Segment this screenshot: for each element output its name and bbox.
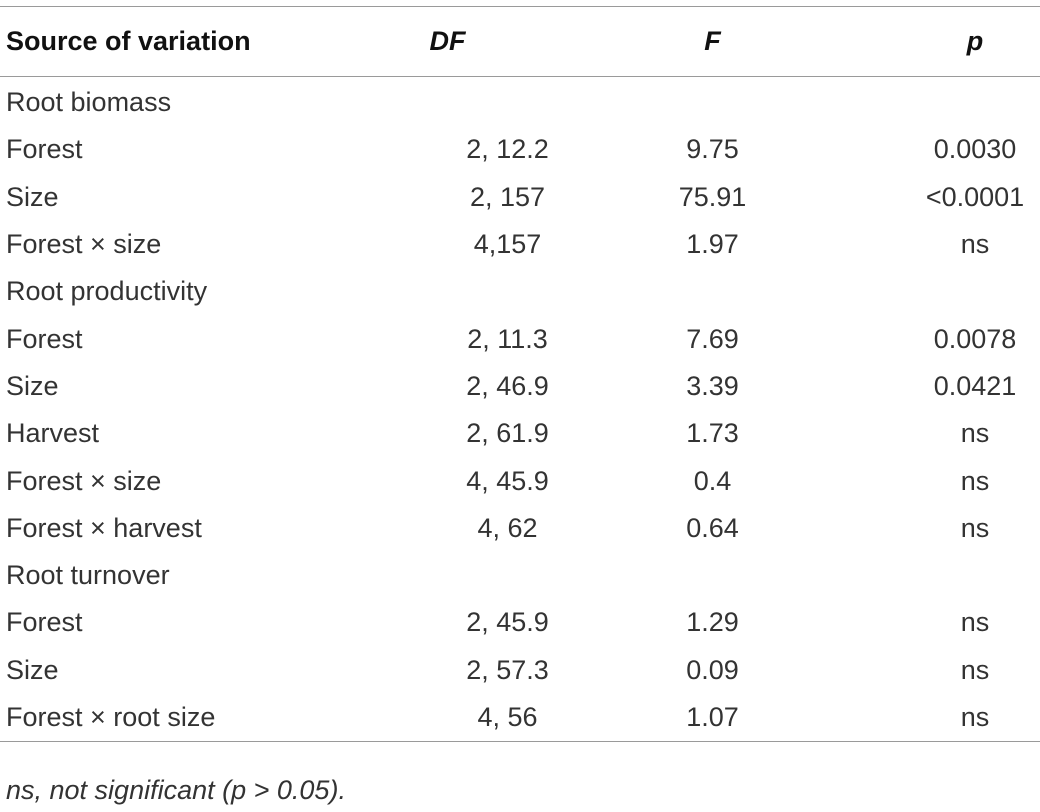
cell-f: 75.91 <box>678 181 747 212</box>
cell-f: 3.39 <box>686 370 739 401</box>
cell-p: ns <box>960 229 990 260</box>
table-footnote: ns, not significant (p > 0.05). <box>6 775 346 805</box>
cell-df: 2, 157 <box>469 181 546 212</box>
cell-df: 2, 57.3 <box>466 654 549 685</box>
cell-p: 0.0030 <box>933 134 1017 165</box>
cell-source: Size <box>6 370 59 401</box>
table-row: Forest 2, 12.2 9.75 0.0030 <box>0 126 1040 173</box>
cell-df: 2, 45.9 <box>466 607 549 638</box>
cell-p: ns <box>960 512 990 543</box>
cell-p: ns <box>960 465 990 496</box>
cell-source: Root productivity <box>6 276 208 307</box>
cell-source: Forest <box>6 323 83 354</box>
cell-p: ns <box>960 418 990 449</box>
cell-df: 2, 12.2 <box>466 134 549 165</box>
header-f: F <box>595 6 830 77</box>
table-row: Size 2, 57.3 0.09 ns <box>0 647 1040 694</box>
cell-source: Forest × harvest <box>6 512 202 543</box>
header-df: DF <box>300 6 595 77</box>
cell-f <box>595 77 830 127</box>
table-row: Forest × root size 4, 56 1.07 ns <box>0 693 1040 743</box>
table-row: Forest 2, 11.3 7.69 0.0078 <box>0 315 1040 362</box>
cell-p <box>830 77 1040 127</box>
cell-source: Forest × size <box>6 229 162 260</box>
cell-df: 2, 46.9 <box>466 370 549 401</box>
header-source-of-variation: Source of variation <box>0 6 300 77</box>
cell-f: 0.4 <box>693 465 732 496</box>
cell-source: Harvest <box>6 418 100 449</box>
cell-f <box>595 268 830 315</box>
table-row: Harvest 2, 61.9 1.73 ns <box>0 410 1040 457</box>
cell-df: 2, 11.3 <box>467 323 548 354</box>
cell-f: 0.09 <box>686 654 739 685</box>
table-row: Forest × size 4, 45.9 0.4 ns <box>0 457 1040 504</box>
table-row: Root biomass <box>0 77 1040 127</box>
table-row: Forest 2, 45.9 1.29 ns <box>0 599 1040 646</box>
table-row: Forest × size 4,157 1.97 ns <box>0 221 1040 268</box>
cell-df: 4, 45.9 <box>466 465 549 496</box>
cell-f: 0.64 <box>686 512 739 543</box>
cell-p <box>830 552 1040 599</box>
cell-f: 7.69 <box>686 323 739 354</box>
cell-p: ns <box>830 693 1040 743</box>
table-row: Root productivity <box>0 268 1040 315</box>
cell-source: Forest × size <box>6 465 162 496</box>
cell-f: 1.97 <box>686 229 739 260</box>
cell-df <box>300 77 595 127</box>
cell-source: Root biomass <box>6 87 172 118</box>
cell-source: Forest <box>6 607 83 638</box>
cell-source: Forest <box>6 134 83 165</box>
table-body: Root biomass Forest 2, 12.2 9.75 0.0030 Size 2… <box>0 77 1040 743</box>
table-row: Forest × harvest 4, 62 0.64 ns <box>0 505 1040 552</box>
cell-df: 4,157 <box>473 229 542 260</box>
cell-f: 9.75 <box>686 134 739 165</box>
header-row: Source of variation DF F p <box>0 6 1040 77</box>
anova-table: Source of variation DF F p Root biomass F… <box>0 6 1040 743</box>
table-row: Root turnover <box>0 552 1040 599</box>
cell-df: 4, 56 <box>300 693 595 743</box>
cell-source: Forest × root size <box>0 693 300 743</box>
cell-source: Size <box>6 181 59 212</box>
cell-df: 2, 61.9 <box>466 418 549 449</box>
cell-p: <0.0001 <box>925 181 1025 212</box>
cell-p: ns <box>960 607 990 638</box>
table-row: Size 2, 46.9 3.39 0.0421 <box>0 363 1040 410</box>
cell-df <box>300 268 595 315</box>
cell-p <box>830 268 1040 315</box>
cell-p: ns <box>960 654 990 685</box>
cell-f: 1.07 <box>595 693 830 743</box>
table-header: Source of variation DF F p <box>0 6 1040 77</box>
header-p: p <box>830 6 1040 77</box>
cell-source: Root turnover <box>6 560 170 591</box>
cell-f: 1.29 <box>686 607 739 638</box>
table-row: Size 2, 157 75.91 <0.0001 <box>0 174 1040 221</box>
cell-df <box>300 552 595 599</box>
cell-p: 0.0078 <box>933 323 1017 354</box>
cell-p: 0.0421 <box>933 370 1017 401</box>
cell-f <box>595 552 830 599</box>
cell-f: 1.73 <box>686 418 739 449</box>
cell-df: 4, 62 <box>477 512 538 543</box>
cell-source: Size <box>6 654 59 685</box>
